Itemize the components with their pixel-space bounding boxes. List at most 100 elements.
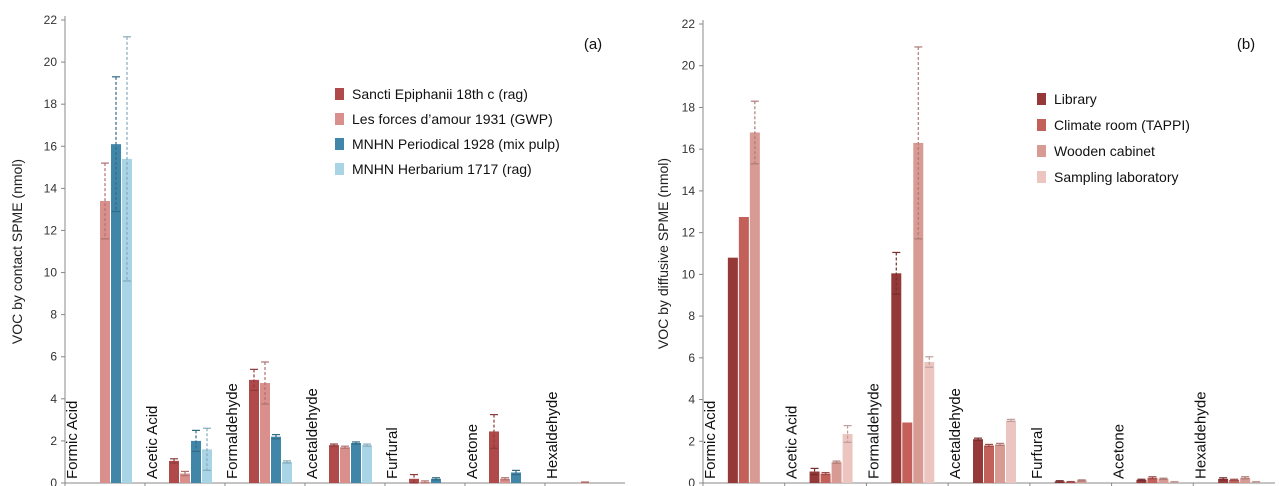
y-tick-label: 12 bbox=[44, 223, 58, 237]
y-tick-label: 22 bbox=[682, 17, 696, 31]
bar bbox=[1240, 477, 1251, 483]
legend-label: MNHN Periodical 1928 (mix pulp) bbox=[352, 136, 560, 152]
legend-swatch bbox=[1037, 145, 1046, 157]
category-label: Acetone bbox=[1111, 424, 1128, 479]
legend-label: Sampling laboratory bbox=[1054, 169, 1179, 185]
bar bbox=[500, 478, 510, 483]
legend-label: Wooden cabinet bbox=[1054, 143, 1155, 159]
bar bbox=[191, 440, 201, 483]
bar bbox=[111, 144, 121, 483]
bar bbox=[282, 461, 292, 483]
y-tick-label: 8 bbox=[50, 308, 57, 322]
category-label: Furfural bbox=[384, 427, 401, 479]
y-tick-label: 2 bbox=[50, 434, 57, 448]
bar bbox=[1218, 478, 1229, 483]
y-tick-label: 6 bbox=[688, 351, 695, 365]
y-tick-label: 10 bbox=[44, 266, 58, 280]
legend-swatch bbox=[1037, 171, 1046, 183]
legend-swatch bbox=[1037, 93, 1046, 105]
bar bbox=[924, 361, 935, 483]
y-tick-label: 22 bbox=[44, 13, 58, 27]
panel-label: (b) bbox=[1237, 36, 1255, 53]
bar bbox=[1136, 479, 1147, 483]
legend-swatch bbox=[1037, 119, 1046, 131]
y-tick-label: 8 bbox=[688, 309, 695, 323]
bar bbox=[738, 216, 749, 483]
bar bbox=[973, 439, 983, 483]
bar bbox=[431, 478, 441, 483]
bar bbox=[727, 257, 738, 483]
bar bbox=[340, 447, 350, 483]
legend-label: Les forces d’amour 1931 (GWP) bbox=[352, 111, 553, 127]
bar bbox=[249, 379, 259, 483]
bar bbox=[351, 443, 361, 483]
legend-swatch bbox=[335, 163, 344, 175]
y-tick-label: 10 bbox=[682, 267, 696, 281]
bar bbox=[749, 132, 760, 483]
bar bbox=[100, 200, 110, 483]
category-label: Acetaldehyde bbox=[947, 388, 964, 479]
y-tick-label: 14 bbox=[44, 181, 58, 195]
bar bbox=[329, 445, 339, 483]
y-axis-label: VOC by contact SPME (nmol) bbox=[9, 159, 25, 344]
bar bbox=[122, 158, 132, 483]
bar bbox=[169, 460, 179, 483]
y-tick-label: 18 bbox=[44, 97, 58, 111]
y-tick-label: 20 bbox=[44, 55, 58, 69]
y-tick-label: 2 bbox=[688, 434, 695, 448]
legend-swatch bbox=[335, 138, 344, 150]
category-label: Acetic Acid bbox=[784, 406, 801, 479]
category-label: Formaldehyde bbox=[865, 383, 882, 479]
y-tick-label: 20 bbox=[682, 59, 696, 73]
legend-label: Climate room (TAPPI) bbox=[1054, 117, 1190, 133]
bar bbox=[831, 462, 842, 483]
bar bbox=[1147, 477, 1158, 483]
bar bbox=[271, 436, 281, 483]
y-axis-label: VOC by diffusive SPME (nmol) bbox=[655, 158, 671, 349]
legend-label: Sancti Epiphanii 18th c (rag) bbox=[352, 86, 528, 102]
bar bbox=[1006, 420, 1016, 483]
y-tick-label: 12 bbox=[682, 226, 696, 240]
category-label: Formic Acid bbox=[702, 401, 719, 479]
y-tick-label: 4 bbox=[50, 392, 57, 406]
legend-label: MNHN Herbarium 1717 (rag) bbox=[352, 161, 532, 177]
y-tick-label: 14 bbox=[682, 184, 696, 198]
bar bbox=[1229, 479, 1240, 483]
bar bbox=[902, 422, 913, 483]
category-label: Acetone bbox=[464, 424, 481, 479]
category-label: Acetic Acid bbox=[144, 406, 161, 479]
bar bbox=[489, 431, 499, 483]
category-label: Hexaldehyde bbox=[1192, 391, 1209, 479]
bar bbox=[809, 471, 820, 483]
bar bbox=[820, 473, 831, 483]
category-label: Furfural bbox=[1029, 427, 1046, 479]
category-label: Formic Acid bbox=[64, 401, 81, 479]
category-label: Formaldehyde bbox=[224, 383, 241, 479]
bar bbox=[913, 142, 924, 483]
bar bbox=[984, 445, 994, 483]
y-tick-label: 16 bbox=[44, 139, 58, 153]
bar bbox=[260, 383, 270, 483]
y-tick-label: 16 bbox=[682, 142, 696, 156]
bar bbox=[1076, 480, 1087, 483]
chart-panel-b: 0 2 4 6 8 10 12 14 16 18 20 22 VOC by diffusive SPME… bbox=[655, 17, 1275, 486]
bar bbox=[842, 433, 853, 483]
category-label: Hexaldehyde bbox=[544, 391, 561, 479]
panel-label: (a) bbox=[584, 36, 602, 53]
legend-swatch bbox=[335, 88, 344, 100]
y-tick-label: 0 bbox=[50, 476, 57, 486]
legend-swatch bbox=[335, 113, 344, 125]
y-tick-label: 18 bbox=[682, 100, 696, 114]
bar bbox=[511, 472, 521, 483]
y-tick-label: 4 bbox=[688, 393, 695, 407]
chart-panel-a: 0 2 4 6 8 10 12 14 16 18 20 22 VOC by contact SPME (… bbox=[9, 13, 625, 486]
bar bbox=[1158, 478, 1169, 483]
bar bbox=[995, 444, 1005, 483]
bar bbox=[362, 445, 372, 483]
bar bbox=[180, 473, 190, 483]
legend-label: Library bbox=[1054, 91, 1097, 107]
y-tick-label: 6 bbox=[50, 350, 57, 364]
bar bbox=[891, 273, 902, 483]
category-label: Acetaldehyde bbox=[304, 388, 321, 479]
